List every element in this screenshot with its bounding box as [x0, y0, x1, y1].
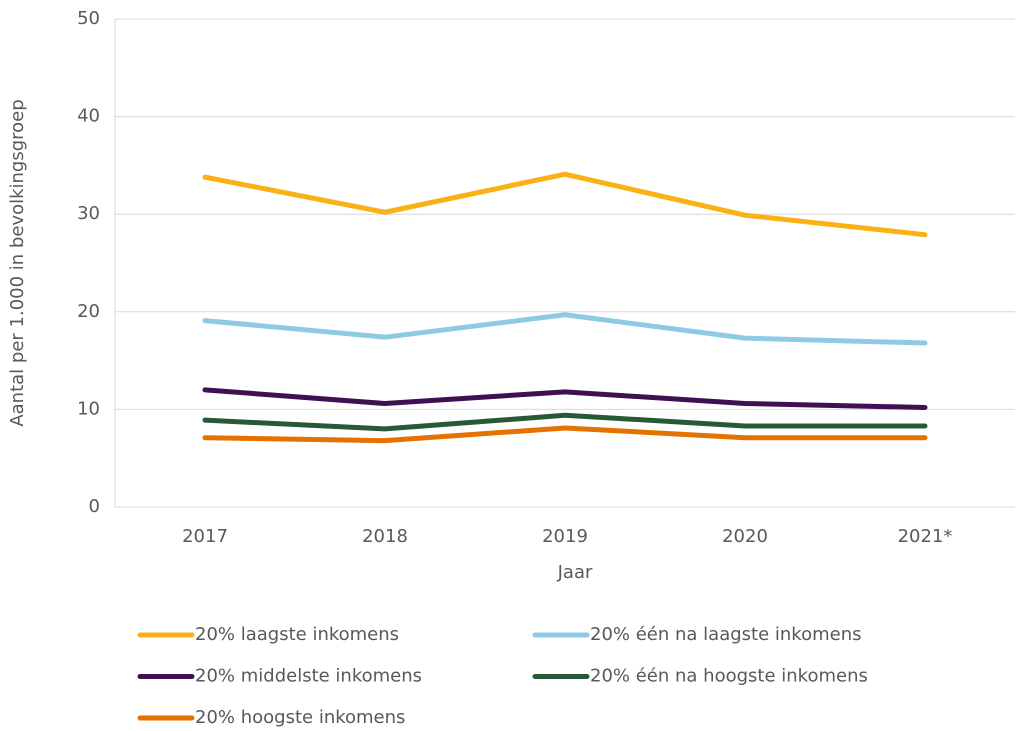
x-axis-label: Jaar	[557, 562, 593, 583]
y-tick-label: 40	[77, 106, 100, 127]
series-line	[202, 312, 928, 346]
y-tick-label: 20	[77, 301, 100, 322]
series-line	[202, 387, 928, 410]
legend-label: 20% hoogste inkomens	[195, 707, 405, 728]
legend-label: 20% middelste inkomens	[195, 666, 422, 687]
x-tick-label: 2017	[182, 526, 228, 547]
x-tick-label: 2019	[542, 526, 588, 547]
y-axis-label: Aantal per 1.000 in bevolkingsgroep	[7, 99, 28, 426]
legend-label: 20% één na laagste inkomens	[590, 624, 862, 645]
y-tick-label: 10	[77, 398, 100, 419]
y-tick-label: 50	[77, 8, 100, 29]
series-line	[202, 171, 928, 238]
x-tick-label: 2021*	[898, 526, 953, 547]
series-line	[202, 412, 928, 432]
legend-label: 20% één na hoogste inkomens	[590, 666, 868, 687]
x-tick-label: 2018	[362, 526, 408, 547]
x-tick-label: 2020	[722, 526, 768, 547]
legend-label: 20% laagste inkomens	[195, 624, 399, 645]
y-tick-label: 30	[77, 203, 100, 224]
y-tick-label: 0	[89, 496, 100, 517]
series-line	[202, 425, 928, 444]
